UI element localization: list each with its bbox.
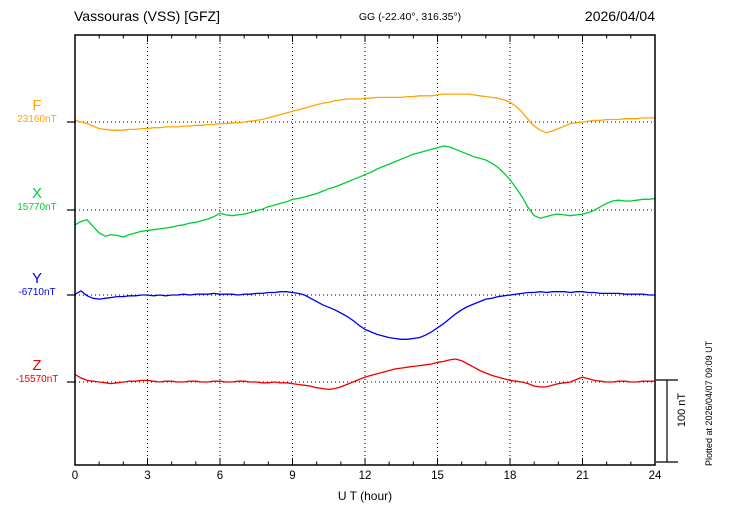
x-axis-label: U T (hour) (337, 489, 393, 503)
trace-Y (74, 290, 656, 340)
plot-frame (74, 34, 656, 466)
x-tick-label: 3 (144, 470, 151, 482)
x-tick-label: 9 (289, 470, 296, 482)
series-label-Z: Z -15570nT (6, 357, 68, 386)
x-tick-label: 21 (576, 470, 589, 482)
station-title: Vassouras (VSS) [GFZ] (74, 8, 220, 24)
geographic-coords: GG (-22.40°, 316.35°) (358, 11, 462, 23)
series-baseline-value: 15770nT (17, 202, 57, 213)
series-baseline-value: 23160nT (17, 114, 57, 125)
x-tick-label: 15 (431, 470, 444, 482)
trace-Z (74, 358, 656, 391)
x-tick-label: 12 (358, 470, 372, 482)
trace-F (74, 93, 656, 134)
scale-bar-label: 100 nT (676, 392, 688, 428)
series-name: Y (31, 270, 42, 287)
series-label-X: X 15770nT (6, 185, 68, 214)
series-baseline-value: -15570nT (15, 374, 59, 385)
plot-date: 2026/04/04 (584, 8, 655, 24)
series-label-Y: Y -6710nT (6, 270, 68, 299)
series-label-F: F 23160nT (6, 97, 68, 126)
series-baseline-value: -6710nT (18, 287, 56, 298)
series-name: Z (32, 357, 42, 374)
series-name: X (31, 185, 42, 202)
series-name: F (32, 97, 42, 114)
x-tick-label: 6 (216, 470, 224, 482)
trace-X (74, 145, 656, 238)
x-tick-label: 0 (71, 470, 79, 482)
plotted-timestamp: Plotted at 2026/04/07 09:09 UT (704, 340, 714, 466)
x-tick-label: 18 (503, 470, 517, 482)
x-tick-label: 24 (648, 470, 662, 482)
